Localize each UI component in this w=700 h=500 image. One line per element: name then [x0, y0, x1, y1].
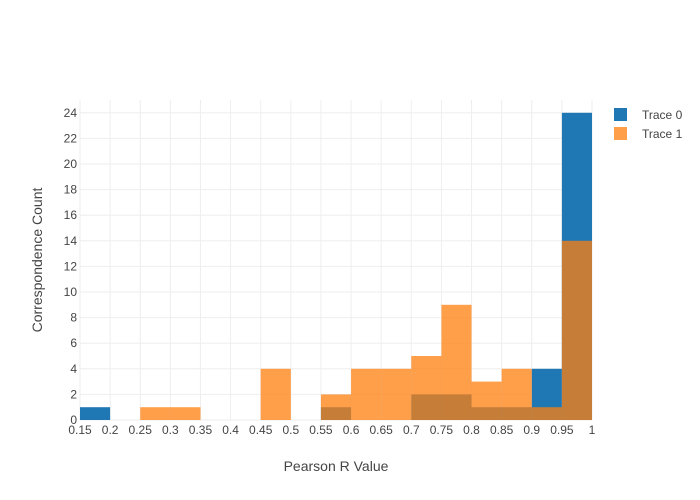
y-tick-label: 6 [70, 336, 77, 350]
x-tick-label: 0.25 [129, 423, 153, 437]
y-tick-label: 10 [64, 285, 78, 299]
y-tick-label: 8 [70, 311, 77, 325]
y-tick-label: 24 [64, 106, 78, 120]
x-tick-label: 0.75 [430, 423, 454, 437]
legend-item-trace-0[interactable]: Trace 0 [614, 108, 683, 122]
legend-swatch [614, 127, 627, 140]
x-tick-label: 0.85 [490, 423, 514, 437]
x-tick-label: 0.7 [403, 423, 420, 437]
legend[interactable]: Trace 0 Trace 1 [614, 108, 683, 141]
x-tick-label: 0.65 [369, 423, 393, 437]
trace-1-bar[interactable] [471, 381, 502, 420]
trace-1-bar[interactable] [140, 407, 171, 420]
x-tick-label: 0.9 [523, 423, 540, 437]
y-tick-label: 4 [70, 362, 77, 376]
trace-1-bar[interactable] [170, 407, 201, 420]
x-tick-label: 0.15 [68, 423, 92, 437]
x-tick-label: 0.6 [343, 423, 360, 437]
legend-label: Trace 0 [642, 108, 683, 122]
x-axis-title: Pearson R Value [284, 458, 389, 474]
x-tick-label: 0.45 [249, 423, 273, 437]
y-tick-label: 22 [64, 131, 78, 145]
y-tick-label: 12 [64, 259, 78, 273]
legend-item-trace-1[interactable]: Trace 1 [614, 127, 683, 141]
y-tick-label: 14 [64, 234, 78, 248]
x-tick-label: 0.3 [162, 423, 179, 437]
trace-1-bar[interactable] [441, 304, 472, 420]
trace-1-bar[interactable] [561, 240, 592, 420]
axes: 0.15 0.2 0.25 0.3 0.35 0.4 0.45 0.5 0.55 0.6 0.65 0… [64, 106, 596, 437]
x-tick-label: 0.2 [102, 423, 119, 437]
y-tick-label: 0 [70, 413, 77, 427]
y-axis-title: Correspondence Count [29, 188, 45, 333]
y-tick-label: 20 [64, 157, 78, 171]
x-tick-label: 0.55 [309, 423, 333, 437]
trace-1-bar[interactable] [351, 368, 382, 420]
trace-0-bar[interactable] [80, 407, 111, 420]
trace-1-bar[interactable] [411, 356, 442, 420]
x-tick-label: 0.4 [222, 423, 239, 437]
y-tick-label: 2 [70, 387, 77, 401]
x-tick-label: 0.95 [550, 423, 574, 437]
y-tick-label: 16 [64, 208, 78, 222]
trace-1-bar[interactable] [381, 368, 412, 420]
x-tick-label: 0.5 [282, 423, 299, 437]
y-tick-label: 18 [64, 183, 78, 197]
legend-swatch [614, 108, 627, 121]
trace-1-bar[interactable] [260, 368, 291, 420]
legend-label: Trace 1 [642, 127, 683, 141]
trace-1-bar[interactable] [501, 368, 532, 420]
trace-1-bar[interactable] [531, 407, 562, 420]
x-tick-label: 0.8 [463, 423, 480, 437]
x-tick-label: 0.35 [189, 423, 213, 437]
bars[interactable] [80, 112, 592, 421]
trace-1-bar[interactable] [320, 394, 352, 420]
x-tick-label: 1 [589, 423, 596, 437]
